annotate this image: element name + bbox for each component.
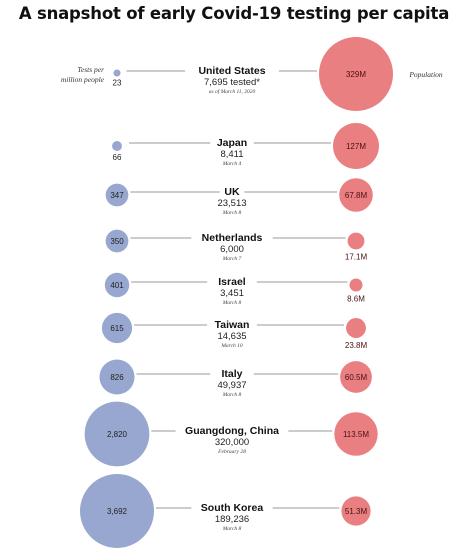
population-label: 113.5M bbox=[343, 430, 369, 439]
tests-per-million-label: 2,820 bbox=[107, 430, 128, 439]
tests-per-million-bubble bbox=[84, 401, 150, 467]
population-label: 67.8M bbox=[345, 191, 368, 200]
tests-per-million-bubble bbox=[104, 272, 130, 298]
tests-count: 14,635 bbox=[217, 331, 246, 342]
test-date: March 8 bbox=[222, 300, 242, 306]
tests-per-million-label: 66 bbox=[113, 153, 122, 162]
tests-per-million-bubble bbox=[113, 69, 121, 77]
country-name: United States bbox=[198, 65, 265, 77]
tests-count: 3,451 bbox=[220, 288, 244, 299]
test-date: as of March 11, 2020 bbox=[209, 88, 256, 95]
country-name: Japan bbox=[217, 137, 247, 149]
test-date: March 8 bbox=[222, 392, 242, 398]
population-label: 8.6M bbox=[347, 295, 365, 304]
chart-title: A snapshot of early Covid-19 testing per… bbox=[18, 4, 450, 23]
population-bubble bbox=[346, 318, 366, 338]
tests-per-million-bubble bbox=[80, 474, 154, 548]
population-bubble bbox=[319, 37, 393, 111]
tests-per-million-label: 3,692 bbox=[107, 507, 128, 516]
population-bubble bbox=[349, 278, 363, 292]
tests-count: 189,236 bbox=[215, 514, 249, 525]
tests-per-million-bubble bbox=[101, 312, 133, 344]
tests-count: 23,513 bbox=[217, 198, 246, 209]
tests-count: 49,937 bbox=[217, 380, 246, 391]
population-bubble bbox=[339, 178, 373, 212]
tests-per-million-bubble bbox=[105, 229, 129, 253]
population-bubble bbox=[334, 412, 378, 456]
country-name: South Korea bbox=[201, 502, 264, 514]
population-bubble bbox=[341, 496, 371, 526]
population-label: 329M bbox=[346, 70, 366, 79]
test-date: March 4 bbox=[222, 160, 242, 167]
population-label: 51.3M bbox=[345, 507, 368, 516]
tests-per-million-label: 401 bbox=[110, 281, 124, 290]
left-key-label: Tests per million people bbox=[61, 65, 105, 84]
tests-count: 7,695 tested* bbox=[204, 77, 260, 88]
country-name: Guangdong, China bbox=[185, 425, 279, 437]
test-date: March 7 bbox=[222, 256, 242, 262]
population-bubble bbox=[340, 361, 372, 393]
tests-per-million-bubble bbox=[112, 141, 122, 151]
tests-per-million-label: 826 bbox=[110, 373, 124, 382]
tests-count: 8,411 bbox=[220, 149, 243, 160]
test-date: February 28 bbox=[217, 449, 246, 455]
population-label: 17.1M bbox=[345, 252, 368, 261]
population-bubble bbox=[333, 123, 379, 169]
tests-per-million-label: 350 bbox=[110, 237, 124, 246]
tests-per-million-label: 23 bbox=[113, 79, 122, 88]
country-name: Italy bbox=[221, 368, 242, 380]
country-row: 2,820 113.5M Guangdong, China320,000Februa… bbox=[84, 401, 378, 467]
tests-count: 6,000 bbox=[220, 244, 244, 255]
population-label: 60.5M bbox=[345, 373, 368, 382]
population-bubble bbox=[347, 232, 365, 250]
tests-per-million-label: 347 bbox=[110, 191, 124, 200]
test-date: March 10 bbox=[220, 343, 243, 349]
tests-per-million-bubble bbox=[105, 183, 129, 207]
country-name: Israel bbox=[218, 276, 246, 288]
test-date: March 8 bbox=[222, 526, 242, 532]
chart-keys: Tests per million people Population bbox=[61, 65, 443, 84]
country-name: Taiwan bbox=[215, 319, 250, 331]
tests-per-million-bubble bbox=[99, 359, 135, 395]
population-label: 23.8M bbox=[345, 341, 368, 350]
test-date: March 8 bbox=[222, 210, 242, 216]
country-name: Netherlands bbox=[202, 232, 263, 244]
tests-per-million-label: 615 bbox=[110, 324, 124, 333]
country-name: UK bbox=[224, 186, 240, 198]
tests-count: 320,000 bbox=[215, 437, 249, 448]
right-key-label: Population bbox=[408, 70, 443, 79]
population-label: 127M bbox=[346, 142, 366, 151]
